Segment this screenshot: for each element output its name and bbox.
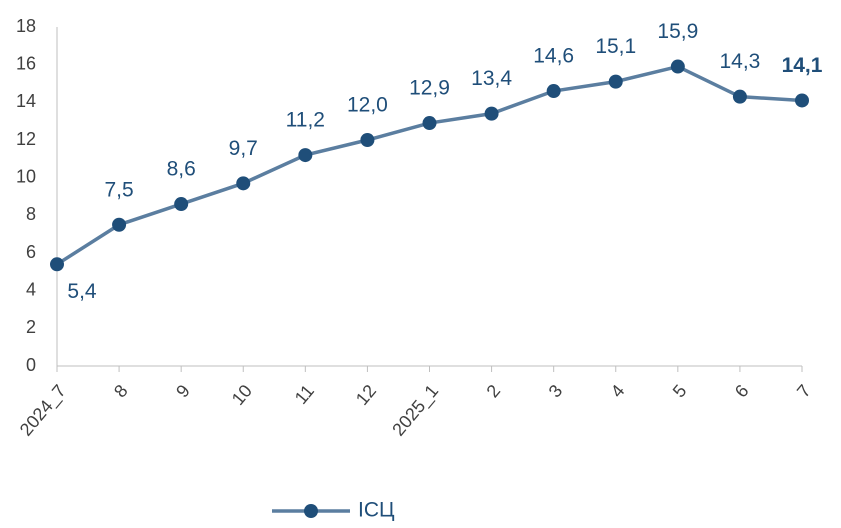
x-tick-label: 6 bbox=[731, 381, 753, 402]
x-tick-label: 12 bbox=[352, 381, 380, 409]
point bbox=[236, 176, 251, 191]
legend-marker bbox=[304, 504, 318, 518]
x-tick-label: 10 bbox=[228, 381, 256, 409]
value-label: 13,4 bbox=[471, 67, 512, 90]
value-label: 14,1 bbox=[782, 54, 823, 77]
point bbox=[732, 89, 747, 104]
x-tick-label: 9 bbox=[172, 381, 194, 402]
y-tick-label: 12 bbox=[16, 129, 36, 149]
point bbox=[112, 217, 127, 232]
y-tick-label: 2 bbox=[26, 317, 36, 337]
x-tick-label: 2 bbox=[483, 381, 505, 402]
value-label: 12,9 bbox=[409, 77, 450, 100]
x-tick-label: 2024_7 bbox=[16, 381, 71, 441]
point bbox=[608, 74, 623, 89]
value-label: 11,2 bbox=[286, 109, 325, 132]
x-tick-label: 4 bbox=[607, 381, 629, 402]
value-label: 12,0 bbox=[347, 94, 388, 117]
point bbox=[50, 257, 64, 272]
y-tick-label: 4 bbox=[26, 279, 36, 299]
point bbox=[546, 84, 561, 99]
value-label: 9,7 bbox=[229, 137, 258, 160]
point bbox=[360, 133, 375, 147]
x-tick-label: 11 bbox=[291, 381, 318, 408]
y-tick-label: 14 bbox=[16, 91, 36, 111]
legend-label: ІСЦ bbox=[358, 499, 395, 522]
y-tick-label: 18 bbox=[16, 16, 36, 36]
point bbox=[670, 59, 685, 74]
x-tick-label: 5 bbox=[669, 381, 691, 402]
y-tick-label: 8 bbox=[26, 204, 36, 224]
x-tick-label: 8 bbox=[110, 381, 132, 402]
value-label: 14,3 bbox=[719, 50, 760, 73]
x-tick-label: 7 bbox=[793, 381, 815, 402]
point bbox=[484, 106, 499, 121]
value-label: 14,6 bbox=[533, 45, 574, 68]
y-tick-label: 0 bbox=[26, 355, 36, 375]
y-tick-label: 6 bbox=[26, 242, 36, 262]
y-tick-label: 10 bbox=[16, 166, 36, 186]
value-label: 15,9 bbox=[657, 20, 698, 43]
point bbox=[795, 93, 809, 108]
x-tick-label: 2025_1 bbox=[388, 381, 443, 441]
value-label: 5,4 bbox=[67, 280, 97, 303]
point bbox=[174, 197, 189, 212]
point bbox=[422, 116, 437, 131]
value-label: 15,1 bbox=[595, 35, 636, 58]
y-tick-label: 16 bbox=[16, 53, 36, 73]
x-tick-label: 3 bbox=[545, 381, 567, 402]
point bbox=[298, 148, 313, 163]
value-label: 7,5 bbox=[104, 178, 133, 201]
value-label: 8,6 bbox=[167, 158, 196, 181]
